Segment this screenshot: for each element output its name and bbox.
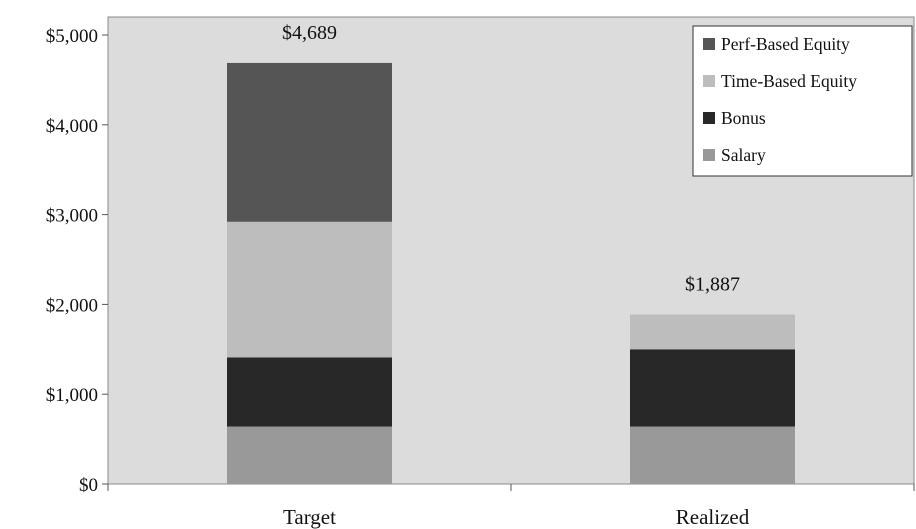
legend: Perf-Based Equity Time-Based Equity Bonus S… — [693, 26, 912, 176]
y-axis: $0 $1,000 $2,000 $3,000 $4,000 $5,000 — [46, 26, 108, 496]
total-value-label: $4,689 — [282, 22, 337, 44]
bar-segment-salary — [630, 427, 795, 484]
bar-segment-salary — [227, 427, 392, 484]
legend-label: Perf-Based Equity — [721, 34, 850, 54]
bar-segment-perf-based-equity — [227, 63, 392, 222]
y-tick-label: $3,000 — [46, 206, 98, 227]
y-tick-label: $2,000 — [46, 295, 98, 316]
legend-swatch — [703, 112, 715, 124]
legend-swatch — [703, 38, 715, 50]
y-tick-label: $4,000 — [46, 116, 98, 137]
total-value-label: $1,887 — [685, 274, 740, 296]
legend-swatch — [703, 75, 715, 87]
legend-label: Bonus — [721, 108, 766, 128]
bar-segment-bonus — [630, 349, 795, 426]
y-tick-label: $5,000 — [46, 26, 98, 47]
x-axis: Target Realized — [108, 484, 914, 529]
x-category-label: Target — [283, 505, 336, 529]
legend-swatch — [703, 149, 715, 161]
legend-label: Salary — [721, 145, 766, 165]
x-category-label: Realized — [676, 505, 750, 529]
y-tick-label: $1,000 — [46, 385, 98, 406]
bar-segment-time-based-equity — [630, 315, 795, 350]
legend-label: Time-Based Equity — [721, 71, 857, 91]
bar-segment-bonus — [227, 357, 392, 426]
bar-segment-time-based-equity — [227, 222, 392, 358]
y-tick-label: $0 — [79, 475, 98, 496]
